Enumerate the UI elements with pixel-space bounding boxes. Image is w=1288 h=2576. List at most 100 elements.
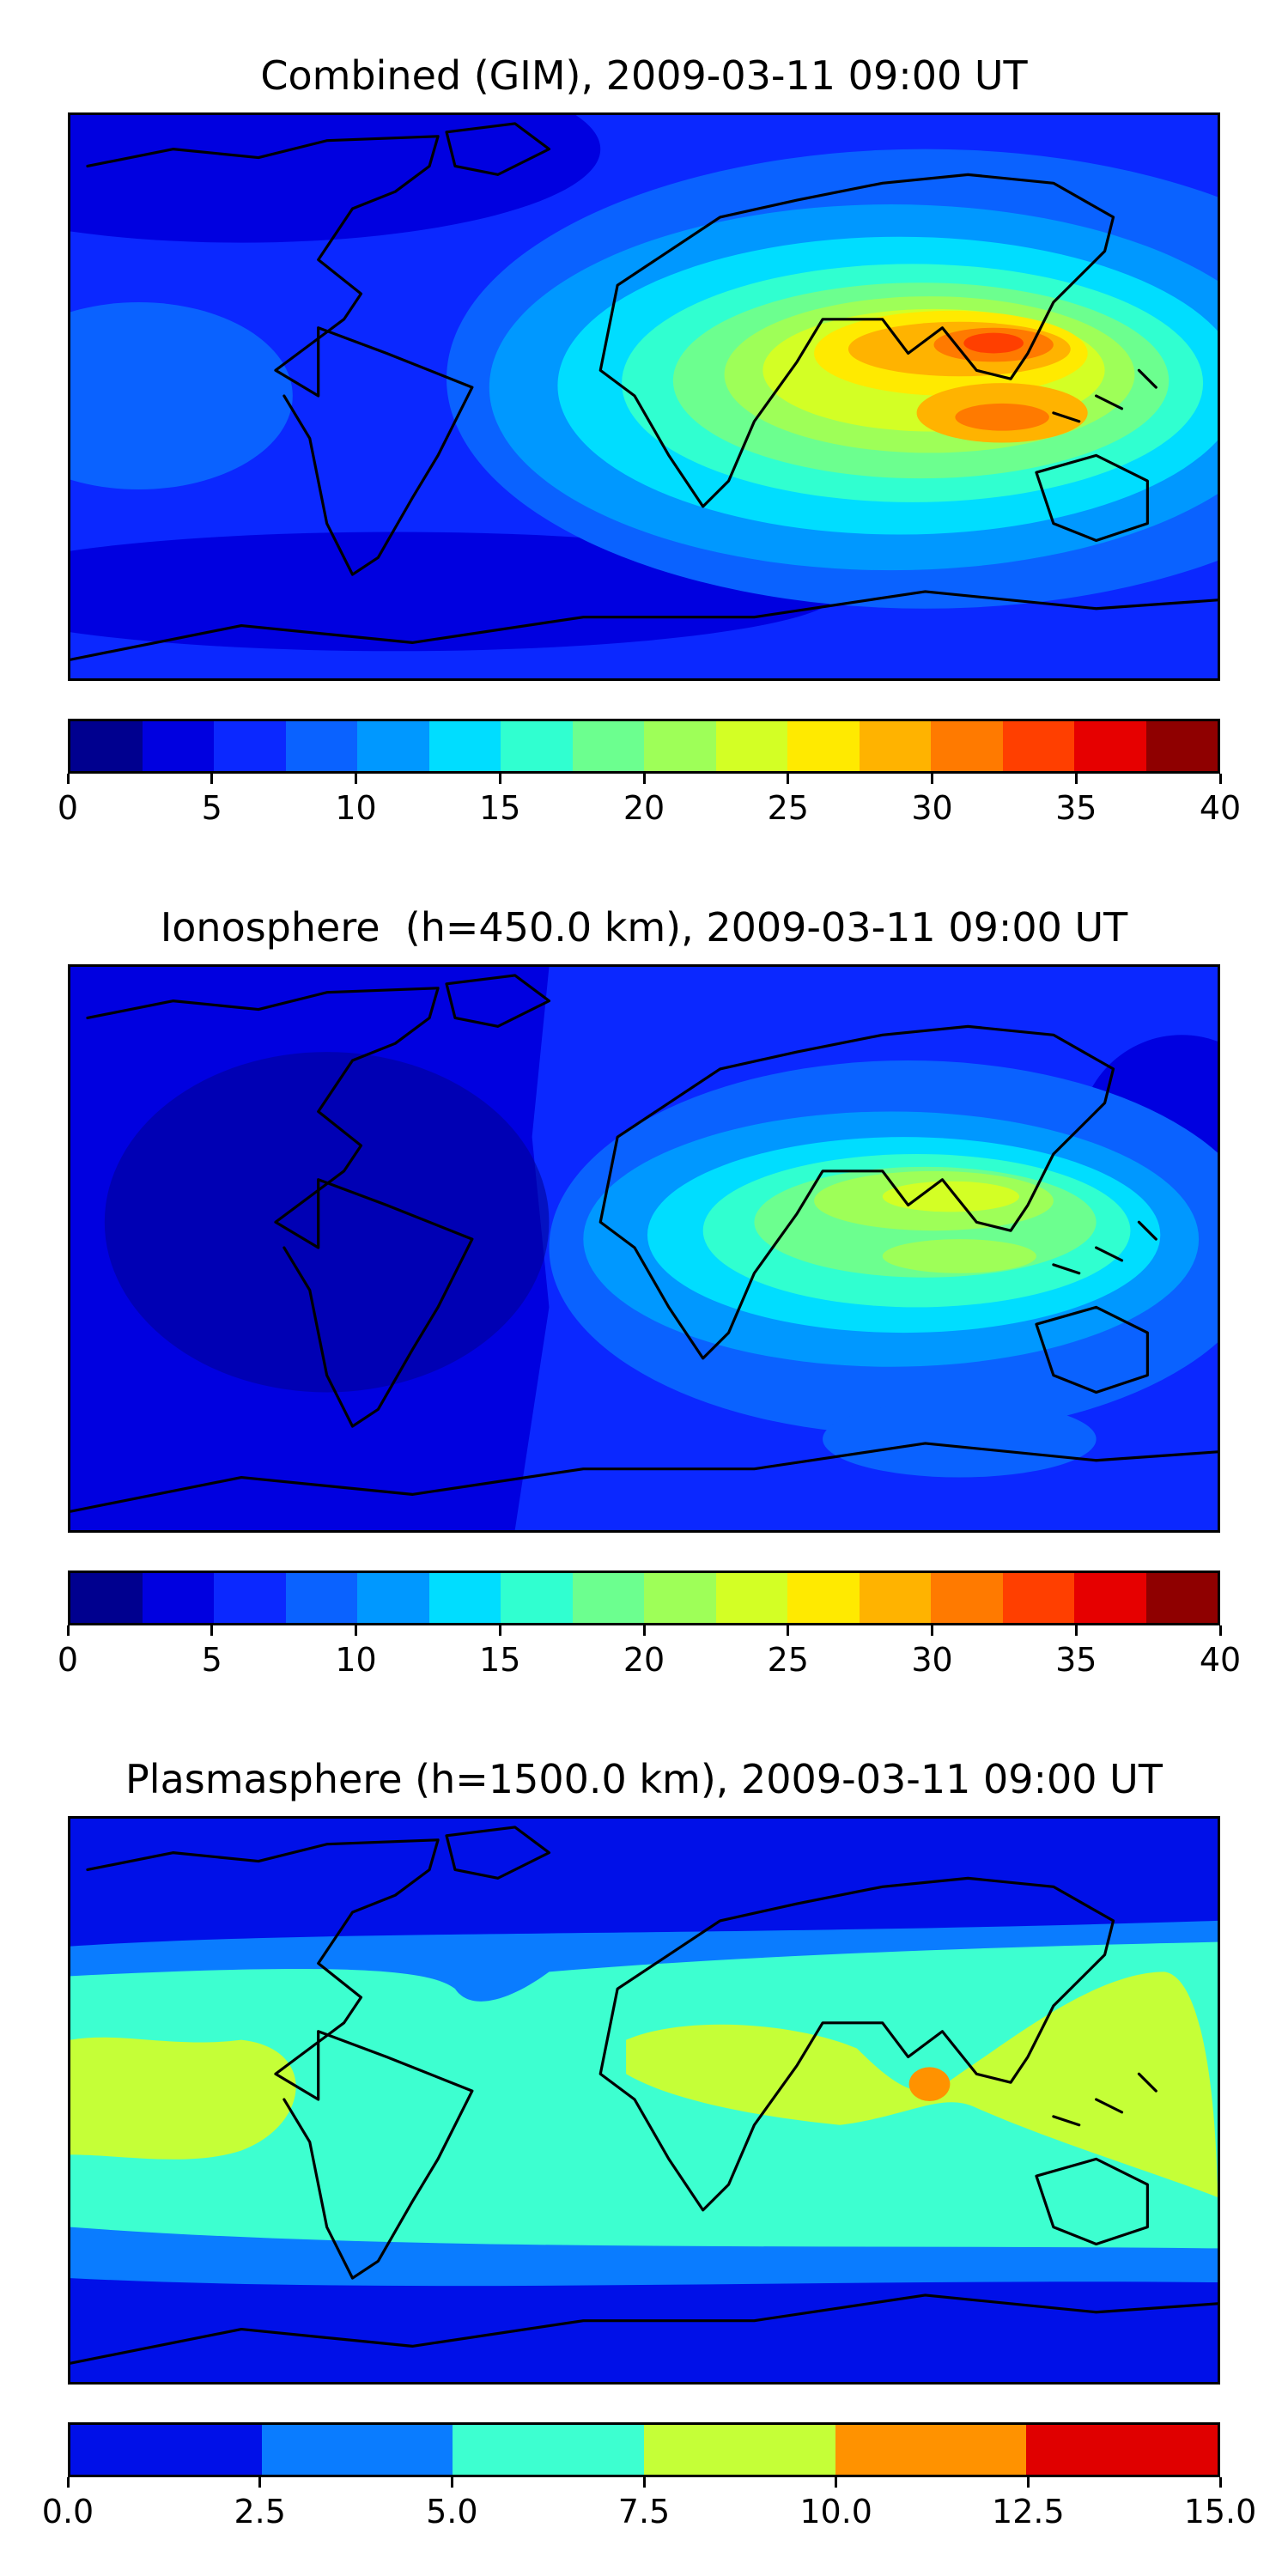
colorbar-segment (859, 1573, 931, 1623)
tick-label: 10 (335, 1641, 377, 1679)
colorbar-segment (644, 721, 716, 771)
tick-label: 25 (767, 789, 809, 827)
colorbar-segment (357, 721, 429, 771)
tick-label: 10 (335, 789, 377, 827)
map-title-combined: Combined (GIM), 2009-03-11 09:00 UT (260, 52, 1028, 99)
tick-mark (66, 1625, 70, 1636)
colorbar-segment (1002, 1573, 1074, 1623)
tick-label: 25 (767, 1641, 809, 1679)
tick-mark (498, 1625, 501, 1636)
colorbar-ionosphere (68, 1571, 1220, 1625)
colorbar-segment (1074, 721, 1146, 771)
colorbar-segment (1026, 2425, 1218, 2475)
colorbar-segment (1145, 721, 1218, 771)
tick-label: 5 (201, 789, 222, 827)
tick-mark (1218, 2477, 1222, 2488)
colorbar-segment (70, 721, 143, 771)
tick-label: 0 (57, 1641, 79, 1679)
tick-mark (931, 774, 933, 784)
colorbar-ticks-combined: 0 5 10 15 20 25 30 35 40 (58, 774, 1241, 827)
colorbar-combined (68, 719, 1220, 774)
tick-label: 30 (911, 1641, 953, 1679)
tick-mark (787, 1625, 790, 1636)
tick-mark (642, 2477, 646, 2488)
colorbar-segment (787, 721, 860, 771)
tick-mark (642, 1625, 646, 1636)
tick-label: 35 (1055, 1641, 1097, 1679)
colorbar-plasmasphere (68, 2422, 1220, 2477)
tick-mark (258, 2477, 262, 2488)
map-title-plasmasphere: Plasmasphere (h=1500.0 km), 2009-03-11 0… (125, 1756, 1163, 1802)
tick-label: 7.5 (617, 2493, 671, 2530)
tick-mark (931, 1625, 933, 1636)
tick-label: 10.0 (799, 2493, 872, 2530)
tick-label: 40 (1199, 789, 1242, 827)
colorbar-segment (501, 721, 573, 771)
colorbar-segment (644, 1573, 716, 1623)
tick-mark (66, 774, 70, 784)
tick-mark (1218, 774, 1222, 784)
tick-label: 15.0 (1183, 2493, 1257, 2530)
tick-mark (1026, 2477, 1030, 2488)
colorbar-segment (835, 2425, 1027, 2475)
tick-label: 20 (623, 789, 665, 827)
colorbar-segment (931, 721, 1003, 771)
colorbar-segment (1002, 721, 1074, 771)
tick-mark (787, 774, 790, 784)
colorbar-segment (715, 721, 787, 771)
colorbar-segment (715, 1573, 787, 1623)
tick-label: 15 (479, 789, 521, 827)
tick-label: 40 (1199, 1641, 1242, 1679)
colorbar-segment (142, 721, 214, 771)
tick-mark (1218, 1625, 1222, 1636)
colorbar-segment (1074, 1573, 1146, 1623)
tick-label: 0.0 (41, 2493, 94, 2530)
tick-label: 12.5 (992, 2493, 1065, 2530)
colorbar-segment (285, 1573, 357, 1623)
colorbar-segment (142, 1573, 214, 1623)
map-combined (68, 112, 1220, 681)
map-title-ionosphere: Ionosphere (h=450.0 km), 2009-03-11 09:0… (160, 904, 1128, 951)
tick-mark (355, 774, 357, 784)
colorbar-segment (70, 2425, 262, 2475)
colorbar-ticks-ionosphere: 0 5 10 15 20 25 30 35 40 (58, 1625, 1241, 1679)
colorbar-segment (572, 721, 644, 771)
tick-mark (66, 2477, 70, 2488)
tick-label: 20 (623, 1641, 665, 1679)
colorbar-segment (214, 721, 286, 771)
colorbar-segment (428, 1573, 501, 1623)
colorbar-segment (931, 1573, 1003, 1623)
tick-mark (1074, 1625, 1078, 1636)
colorbar-segment (261, 2425, 453, 2475)
colorbar-segment (70, 1573, 143, 1623)
colorbar-segment (357, 1573, 429, 1623)
colorbar-segment (1145, 1573, 1218, 1623)
tick-mark (210, 1625, 214, 1636)
tick-label: 0 (57, 789, 79, 827)
tick-label: 5.0 (426, 2493, 478, 2530)
colorbar-segment (859, 721, 931, 771)
tick-label: 5 (201, 1641, 222, 1679)
map-ionosphere (68, 964, 1220, 1533)
colorbar-segment (787, 1573, 860, 1623)
colorbar-segment (501, 1573, 573, 1623)
colorbar-segment (644, 2425, 835, 2475)
tick-mark (835, 2477, 838, 2488)
colorbar-segment (453, 2425, 645, 2475)
tick-mark (355, 1625, 357, 1636)
tick-label: 30 (911, 789, 953, 827)
colorbar-ticks-plasmasphere: 0.0 2.5 5.0 7.5 10.0 12.5 15.0 (42, 2477, 1256, 2530)
tick-mark (642, 774, 646, 784)
tick-mark (210, 774, 214, 784)
colorbar-segment (428, 721, 501, 771)
colorbar-segment (285, 721, 357, 771)
map-plasmasphere (68, 1816, 1220, 2385)
colorbar-segment (572, 1573, 644, 1623)
tick-label: 2.5 (234, 2493, 286, 2530)
tick-label: 15 (479, 1641, 521, 1679)
tick-mark (1074, 774, 1078, 784)
colorbar-segment (214, 1573, 286, 1623)
tick-mark (450, 2477, 453, 2488)
tick-mark (498, 774, 501, 784)
tick-label: 35 (1055, 789, 1097, 827)
